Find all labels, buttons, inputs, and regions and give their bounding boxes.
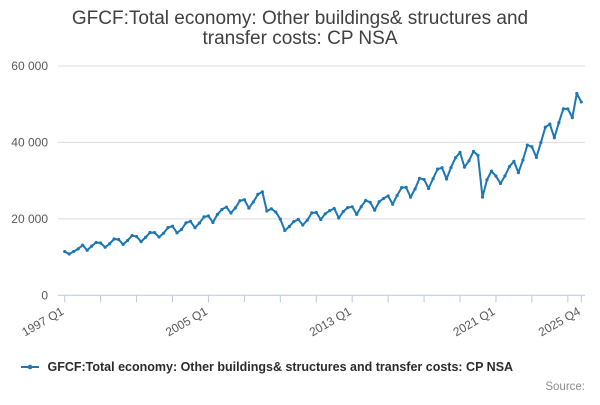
svg-text:2025 Q4: 2025 Q4 [536,304,583,339]
svg-text:60 000: 60 000 [11,59,48,73]
svg-text:1997 Q1: 1997 Q1 [19,304,66,339]
svg-text:20 000: 20 000 [11,212,48,226]
svg-text:40 000: 40 000 [11,135,48,149]
svg-text:2013 Q1: 2013 Q1 [307,304,354,339]
svg-text:0: 0 [41,288,48,302]
svg-text:2021 Q1: 2021 Q1 [451,304,498,339]
svg-text:2005 Q1: 2005 Q1 [163,304,210,339]
